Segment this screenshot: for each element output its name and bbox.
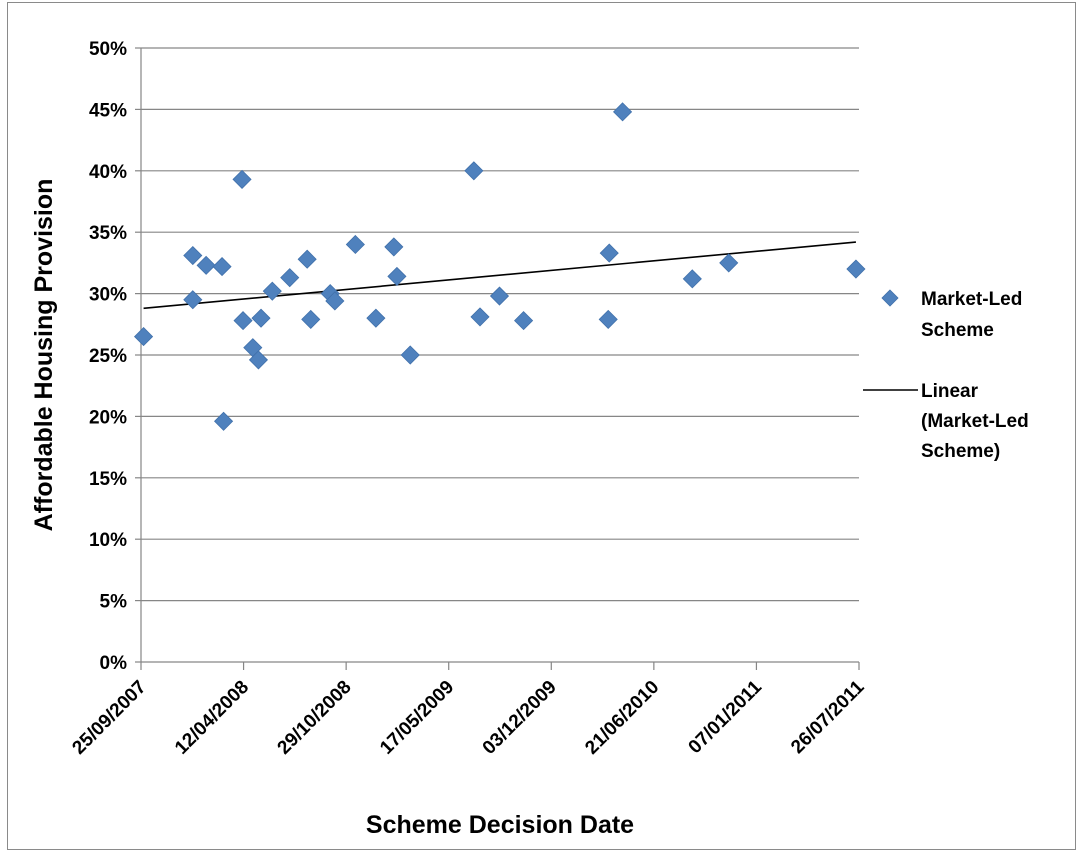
x-tick-label: 25/09/2007 xyxy=(68,677,150,759)
data-point xyxy=(470,307,490,327)
x-tick-label: 07/01/2011 xyxy=(685,676,767,758)
data-point xyxy=(133,327,154,347)
y-tick-label: 50% xyxy=(89,39,127,60)
trendline xyxy=(143,241,856,310)
data-point xyxy=(489,286,510,306)
x-tick-label: 26/07/2011 xyxy=(787,676,869,758)
data-point xyxy=(183,245,203,266)
axes xyxy=(135,47,860,670)
y-axis-label: Affordable Housing Provision xyxy=(30,179,58,532)
legend-label-linear: Linear xyxy=(921,381,979,402)
x-tick-label: 29/10/2008 xyxy=(274,677,356,759)
data-point xyxy=(599,243,619,263)
data-point xyxy=(248,350,269,370)
data-point xyxy=(366,308,386,328)
legend: Market-Led Scheme Linear (Market-Led Scheme) xyxy=(863,289,1029,462)
data-point xyxy=(387,266,407,286)
data-point xyxy=(233,311,253,331)
data-point xyxy=(212,257,232,277)
data-point xyxy=(280,268,300,288)
x-tick-label: 17/05/2009 xyxy=(376,677,458,759)
legend-marker-diamond xyxy=(881,289,899,307)
data-point xyxy=(613,102,633,122)
data-point xyxy=(682,269,702,289)
data-point xyxy=(183,290,203,310)
data-point xyxy=(214,411,234,431)
data-point xyxy=(345,234,365,255)
data-point xyxy=(232,169,252,189)
chart-frame xyxy=(7,2,1076,850)
legend-label-linear: (Market-Led xyxy=(921,411,1029,432)
y-tick-label: 25% xyxy=(89,346,127,367)
y-tick-label: 15% xyxy=(89,469,127,490)
data-point xyxy=(251,308,271,328)
trendline-linear xyxy=(143,241,856,310)
x-tick-labels: 25/09/2007 12/04/2008 29/10/2008 17/05/2009… xyxy=(68,676,868,758)
y-tick-label: 5% xyxy=(100,592,128,613)
x-tick-label: 12/04/2008 xyxy=(171,677,253,759)
y-tick-labels: 0% 5% 10% 15% 20% 25% 30% 35% 40% 45% 50% xyxy=(89,39,127,674)
data-point xyxy=(598,309,618,329)
data-point xyxy=(196,255,216,275)
data-point xyxy=(719,253,739,273)
legend-label-linear: Scheme) xyxy=(921,441,1000,462)
y-tick-label: 20% xyxy=(89,407,127,428)
data-point xyxy=(400,345,420,365)
data-point xyxy=(514,311,534,331)
data-point xyxy=(301,309,321,329)
legend-label-market-led: Scheme xyxy=(921,320,994,341)
data-point xyxy=(297,249,317,269)
data-point xyxy=(325,291,345,311)
y-tick-label: 0% xyxy=(100,653,128,674)
data-point xyxy=(846,259,866,279)
y-tick-label: 35% xyxy=(89,223,127,244)
legend-label-market-led: Market-Led xyxy=(921,289,1022,310)
y-tick-label: 30% xyxy=(89,285,127,306)
y-tick-label: 40% xyxy=(89,162,127,183)
data-point xyxy=(384,237,404,257)
x-axis-label: Scheme Decision Date xyxy=(366,811,634,839)
x-tick-label: 21/06/2010 xyxy=(581,677,663,759)
x-tick-label: 03/12/2009 xyxy=(479,677,561,759)
grid-lines xyxy=(141,47,859,602)
data-point xyxy=(262,281,282,301)
y-tick-label: 45% xyxy=(89,100,127,121)
y-tick-label: 10% xyxy=(89,530,127,551)
data-points xyxy=(133,102,866,431)
data-point xyxy=(464,161,484,181)
